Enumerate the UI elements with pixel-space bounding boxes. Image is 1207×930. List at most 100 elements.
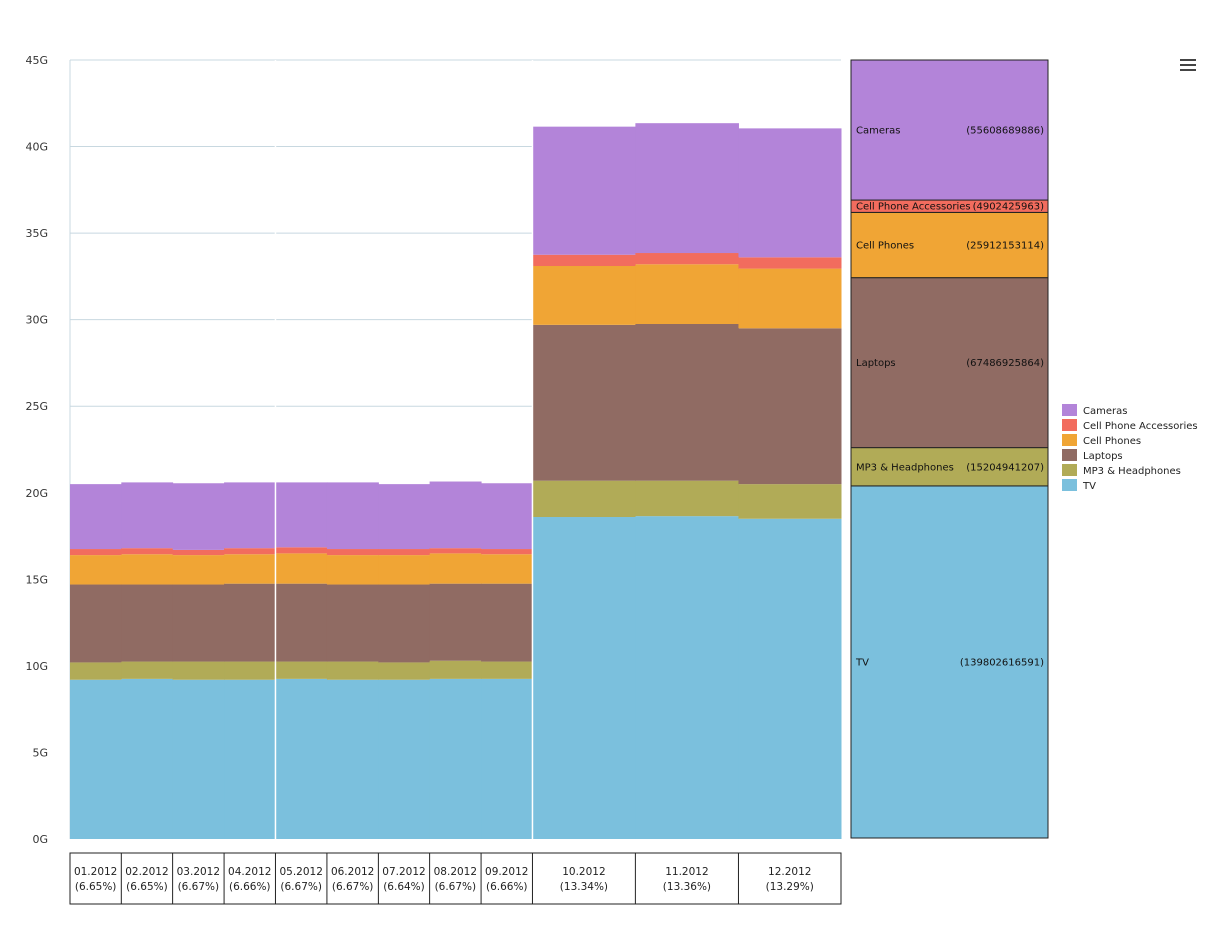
hamburger-menu-icon[interactable] [1176,56,1200,76]
bar-segment-laptops-07.2012 [378,584,431,663]
bar-segment-laptops-02.2012 [121,584,174,662]
bar-segment-laptops-06.2012 [326,584,379,662]
category-label: 12.2012 [768,866,811,878]
category-table [69,852,842,905]
bar-segment-cell-phones-03.2012 [172,555,225,585]
bar-segment-laptops-08.2012 [429,583,482,661]
summary-segment-value: (139802616591) [960,657,1044,668]
category-share-label: (6.67%) [178,881,220,893]
bar-segment-tv-03.2012 [172,679,225,839]
bar-segment-cell-phone-accessories-01.2012 [70,549,122,556]
bar-segment-mp3-headphones-01.2012 [70,662,122,680]
category-label: 04.2012 [228,866,271,878]
category-label: 06.2012 [331,866,374,878]
category-share-label: (6.65%) [126,881,168,893]
bar-segment-cameras-06.2012 [326,482,379,550]
bar-segment-mp3-headphones-06.2012 [326,661,379,680]
category-share-label: (6.65%) [75,881,117,893]
y-tick-label: 20G [25,487,48,500]
bar-segment-tv-07.2012 [378,679,431,839]
bar-segment-cell-phone-accessories-07.2012 [378,549,431,556]
bar-segment-tv-11.2012 [635,516,739,839]
bar-segment-cameras-07.2012 [378,484,431,550]
bar-segment-cell-phone-accessories-09.2012 [481,549,533,555]
bar-segment-mp3-headphones-07.2012 [378,662,431,680]
bar-segment-cell-phone-accessories-12.2012 [738,257,842,269]
y-tick-label: 30G [25,314,48,327]
bar-segment-tv-01.2012 [70,679,122,839]
summary-segment-value: (67486925864) [966,358,1044,369]
bar-segment-cameras-04.2012 [224,482,276,549]
bar-segment-tv-06.2012 [326,679,379,839]
legend-swatch-cell-phone-accessories [1062,419,1077,431]
bar-segment-tv-10.2012 [532,517,636,839]
bar-segment-laptops-11.2012 [635,323,739,481]
y-tick-label: 0G [32,833,48,846]
category-share-label: (6.66%) [229,881,271,893]
bar-segment-cell-phones-08.2012 [429,553,482,584]
bar-segment-cameras-09.2012 [481,483,533,550]
bar-segment-mp3-headphones-04.2012 [224,661,276,680]
bar-segment-cameras-08.2012 [429,481,482,549]
legend-label: TV [1082,481,1096,492]
summary-segment-label: MP3 & Headphones [856,462,954,473]
summary-segment-laptops [850,277,1049,449]
legend-swatch-cameras [1062,404,1077,416]
legend-label: MP3 & Headphones [1083,466,1181,477]
bar-segment-cell-phones-10.2012 [532,266,636,325]
category-label: 07.2012 [382,866,425,878]
y-tick-label: 35G [25,227,48,240]
bar-segment-cell-phone-accessories-03.2012 [172,549,225,556]
bar-segment-cameras-02.2012 [121,482,174,549]
bar-segment-laptops-04.2012 [224,583,276,662]
summary-segment-mp3-headphones [850,447,1049,487]
category-label: 02.2012 [125,866,168,878]
summary-segment-label: Cell Phone Accessories [856,202,971,213]
bar-segment-cell-phones-06.2012 [326,555,379,585]
bar-segment-mp3-headphones-05.2012 [275,661,328,679]
summary-segment-label: Cameras [856,126,900,137]
summary-segment-cameras [850,59,1049,201]
bar-segment-tv-04.2012 [224,679,276,839]
summary-segment-cell-phones [850,211,1049,279]
y-tick-label: 5G [32,746,48,759]
bar-segment-cell-phones-02.2012 [121,554,174,585]
category-label: 09.2012 [485,866,528,878]
bar-segment-cell-phones-05.2012 [275,553,328,584]
bar-segment-mp3-headphones-12.2012 [738,484,842,519]
bar-segment-cell-phone-accessories-10.2012 [532,254,636,267]
bar-segment-cell-phone-accessories-06.2012 [326,549,379,556]
category-share-label: (6.67%) [332,881,374,893]
bar-segment-cell-phone-accessories-11.2012 [635,253,739,265]
category-share-label: (13.29%) [766,881,814,893]
category-label: 01.2012 [74,866,117,878]
bar-segment-tv-02.2012 [121,678,174,839]
bar-segment-cell-phone-accessories-08.2012 [429,548,482,554]
bar-segment-cameras-05.2012 [275,482,328,548]
legend-swatch-laptops [1062,449,1077,461]
category-share-label: (13.36%) [663,881,711,893]
summary-segment-value: (55608689886) [966,126,1044,137]
category-share-label: (6.66%) [486,881,528,893]
bar-segment-cameras-03.2012 [172,483,225,550]
legend-label: Cameras [1083,406,1127,417]
summary-segment-value: (25912153114) [966,241,1044,252]
category-share-label: (6.67%) [280,881,322,893]
y-tick-label: 40G [25,141,48,154]
bar-segment-cameras-12.2012 [738,128,842,258]
bar-segment-cameras-01.2012 [70,484,122,550]
legend-label: Laptops [1083,451,1123,462]
bar-segment-mp3-headphones-10.2012 [532,480,636,518]
bar-segment-tv-09.2012 [481,678,533,839]
y-tick-label: 45G [25,54,48,67]
category-label: 11.2012 [665,866,708,878]
y-tick-label: 10G [25,660,48,673]
category-share-label: (13.34%) [560,881,608,893]
bar-segment-mp3-headphones-11.2012 [635,480,739,517]
category-share-label: (6.64%) [383,881,425,893]
bar-segment-mp3-headphones-08.2012 [429,660,482,679]
bar-segment-tv-08.2012 [429,678,482,839]
legend-swatch-tv [1062,479,1077,491]
bar-segment-laptops-09.2012 [481,583,533,662]
